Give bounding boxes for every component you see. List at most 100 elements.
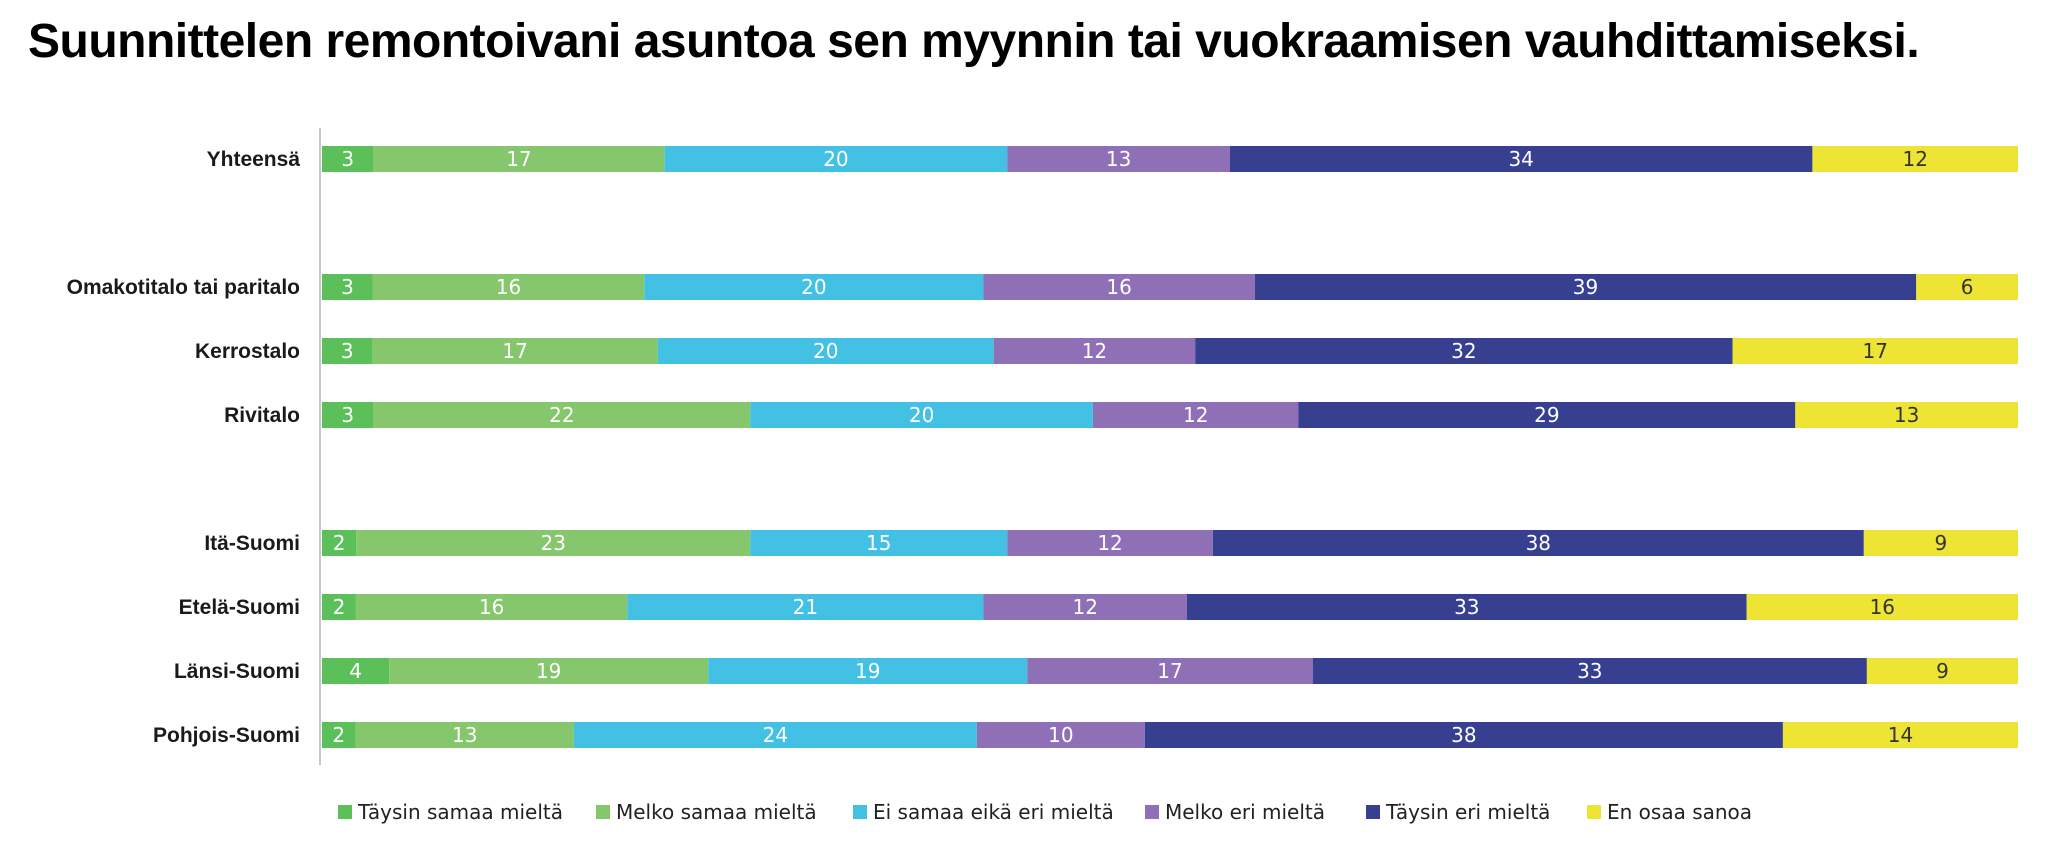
data-label: 38 (1451, 723, 1476, 747)
data-label: 9 (1935, 531, 1948, 555)
legend-label: Melko samaa mieltä (616, 800, 817, 824)
data-label: 20 (801, 275, 826, 299)
data-label: 17 (502, 339, 527, 363)
legend-item-en-osaa-sanoa: En osaa sanoa (1587, 800, 1752, 824)
row-label: Etelä-Suomi (179, 596, 300, 619)
bar-segment-taysin-samaa-mielta (322, 338, 373, 364)
bar-segment-melko-eri-mielta (983, 594, 1187, 620)
bar-segment-melko-samaa-mielta (356, 530, 751, 556)
bar-segment-melko-eri-mielta (1027, 658, 1313, 684)
bar-segment-melko-samaa-mielta (372, 338, 658, 364)
data-label: 21 (793, 595, 818, 619)
legend-swatch (338, 805, 352, 819)
bar-segment-melko-samaa-mielta (372, 274, 645, 300)
bar-segment-melko-samaa-mielta (355, 722, 574, 748)
bar-segment-taysin-eri-mielta (1186, 594, 1747, 620)
bar-segment-melko-eri-mielta (993, 338, 1196, 364)
bar-segment-ei-samaa-eika-eri-mielta (708, 658, 1028, 684)
data-label: 23 (541, 531, 566, 555)
legend-item-taysin-samaa-mielta: Täysin samaa mieltä (338, 800, 563, 824)
bar-row-lansi-suomi: Länsi-Suomi 4 19 19 17 33 9 (174, 658, 2018, 684)
data-label: 2 (332, 723, 345, 747)
data-label: 12 (1902, 147, 1927, 171)
bar-segment-taysin-eri-mielta (1254, 274, 1917, 300)
legend-swatch (1366, 805, 1380, 819)
bar-segment-taysin-samaa-mielta (322, 530, 357, 556)
legend-label: En osaa sanoa (1607, 800, 1752, 824)
data-label: 16 (479, 595, 504, 619)
data-label: 3 (341, 339, 354, 363)
bar-segment-taysin-samaa-mielta (322, 402, 374, 428)
legend-swatch (853, 805, 867, 819)
data-label: 4 (349, 659, 362, 683)
bar-segment-en-osaa-sanoa (1746, 594, 2018, 620)
bar-segment-melko-samaa-mielta (355, 594, 628, 620)
data-label: 34 (1508, 147, 1533, 171)
bar-segment-taysin-samaa-mielta (322, 594, 356, 620)
bar-segment-ei-samaa-eika-eri-mielta (573, 722, 977, 748)
data-label: 19 (855, 659, 880, 683)
data-label: 22 (549, 403, 574, 427)
data-label: 39 (1573, 275, 1598, 299)
data-label: 3 (341, 403, 354, 427)
data-label: 33 (1577, 659, 1602, 683)
data-label: 2 (333, 595, 346, 619)
bar-segment-ei-samaa-eika-eri-mielta (750, 402, 1093, 428)
data-label: 14 (1888, 723, 1913, 747)
row-label: Yhteensä (207, 148, 301, 171)
bar-segment-melko-samaa-mielta (373, 146, 665, 172)
bar-segment-melko-eri-mielta (976, 722, 1145, 748)
bar-row-pohjois-suomi: Pohjois-Suomi 2 13 24 10 38 14 (153, 722, 2018, 748)
bar-row-kerrostalo: Kerrostalo 3 17 20 12 32 17 (195, 338, 2018, 364)
legend-swatch (1145, 805, 1159, 819)
bar-segment-taysin-samaa-mielta (322, 146, 374, 172)
data-label: 12 (1097, 531, 1122, 555)
bar-row-etela-suomi: Etelä-Suomi 2 16 21 12 33 16 (179, 594, 2018, 620)
legend-item-ei-samaa-eika-eri-mielta: Ei samaa eikä eri mieltä (853, 800, 1114, 824)
data-label: 29 (1534, 403, 1559, 427)
data-label: 15 (866, 531, 891, 555)
data-label: 3 (341, 147, 354, 171)
bar-segment-en-osaa-sanoa (1863, 530, 2018, 556)
data-label: 12 (1183, 403, 1208, 427)
data-label: 16 (496, 275, 521, 299)
legend-item-taysin-eri-mielta: Täysin eri mieltä (1366, 800, 1550, 824)
data-label: 17 (506, 147, 531, 171)
data-label: 38 (1526, 531, 1551, 555)
bar-segment-en-osaa-sanoa (1866, 658, 2018, 684)
data-label: 6 (1961, 275, 1974, 299)
data-label: 32 (1451, 339, 1476, 363)
bar-segment-melko-eri-mielta (1092, 402, 1299, 428)
bar-segment-taysin-samaa-mielta (322, 658, 390, 684)
bar-segment-taysin-eri-mielta (1144, 722, 1783, 748)
legend-swatch (1587, 805, 1601, 819)
bar-segment-ei-samaa-eika-eri-mielta (644, 274, 984, 300)
legend-label: Täysin samaa mieltä (357, 800, 563, 824)
data-label: 12 (1082, 339, 1107, 363)
bar-row-rivitalo: Rivitalo 3 22 20 12 29 13 (224, 402, 2018, 428)
bar-segment-taysin-samaa-mielta (322, 722, 356, 748)
bar-segment-melko-samaa-mielta (373, 402, 751, 428)
bar-segment-taysin-eri-mielta (1212, 530, 1864, 556)
row-label: Pohjois-Suomi (153, 724, 300, 747)
bar-segment-ei-samaa-eika-eri-mielta (657, 338, 994, 364)
bar-row-ita-suomi: Itä-Suomi 2 23 15 12 38 9 (204, 530, 2018, 556)
chart-title: Suunnittelen remontoivani asuntoa sen my… (28, 15, 1920, 68)
data-label: 20 (909, 403, 934, 427)
bar-segment-en-osaa-sanoa (1795, 402, 2018, 428)
bar-segment-en-osaa-sanoa (1812, 146, 2018, 172)
bar-segment-en-osaa-sanoa (1782, 722, 2018, 748)
legend-label: Melko eri mieltä (1165, 800, 1325, 824)
data-label: 17 (1863, 339, 1888, 363)
bar-segment-taysin-samaa-mielta (322, 274, 373, 300)
data-label: 10 (1048, 723, 1073, 747)
data-label: 13 (452, 723, 477, 747)
bar-row-omakotitalo-tai-paritalo: Omakotitalo tai paritalo 3 16 20 16 39 6 (67, 274, 2018, 300)
bar-segment-ei-samaa-eika-eri-mielta (664, 146, 1008, 172)
bar-segment-ei-samaa-eika-eri-mielta (627, 594, 984, 620)
data-label: 17 (1157, 659, 1182, 683)
data-label: 13 (1106, 147, 1131, 171)
data-label: 20 (813, 339, 838, 363)
data-label: 16 (1106, 275, 1131, 299)
data-label: 33 (1454, 595, 1479, 619)
